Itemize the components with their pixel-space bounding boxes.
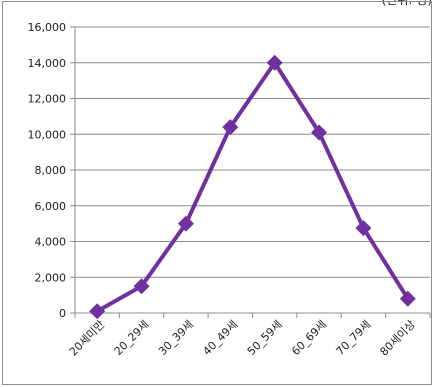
x-tick-labels: 20세미만 20_29세 30_39세 40_49세 50_59세 60_69세 70_79… [67, 318, 418, 359]
data-point-marker [177, 215, 194, 232]
data-point-marker [355, 220, 372, 237]
x-tick-label: 60_69세 [289, 318, 329, 358]
x-tick-label: 20세미만 [67, 318, 108, 359]
y-tick-label: 16,000 [28, 21, 67, 34]
data-point-marker [222, 119, 239, 136]
y-tick-label: 14,000 [28, 57, 67, 70]
gridlines [75, 26, 430, 278]
data-point-marker [133, 278, 150, 295]
data-point-marker [89, 303, 106, 320]
x-tick-label: 40_49세 [200, 318, 240, 358]
data-point-marker [266, 54, 283, 71]
x-tick-label: 80세이상 [377, 318, 418, 359]
chart-frame [2, 1, 432, 385]
data-points [89, 54, 416, 320]
x-tick-label: 70_79세 [334, 318, 374, 358]
axes [70, 26, 431, 318]
data-point-marker [399, 290, 416, 307]
series-line [96, 60, 410, 313]
y-tick-label: 0 [59, 307, 66, 320]
y-tick-label: 12,000 [28, 93, 67, 106]
x-tick-label: 20_29세 [112, 318, 152, 358]
y-tick-label: 6,000 [35, 200, 67, 213]
y-tick-label: 4,000 [35, 236, 67, 249]
series-line-path [96, 60, 410, 313]
y-tick-label: 10,000 [28, 128, 67, 141]
y-tick-label: 2,000 [35, 271, 67, 284]
y-tick-labels: 0 2,000 4,000 6,000 8,000 10,000 12,000 14,000 1… [28, 21, 67, 320]
unit-note: (단위: 명) [381, 0, 432, 7]
x-tick-label: 50_59세 [245, 318, 285, 358]
x-tick-label: 30_39세 [156, 318, 196, 358]
data-point-marker [311, 124, 328, 141]
y-tick-label: 8,000 [35, 164, 67, 177]
